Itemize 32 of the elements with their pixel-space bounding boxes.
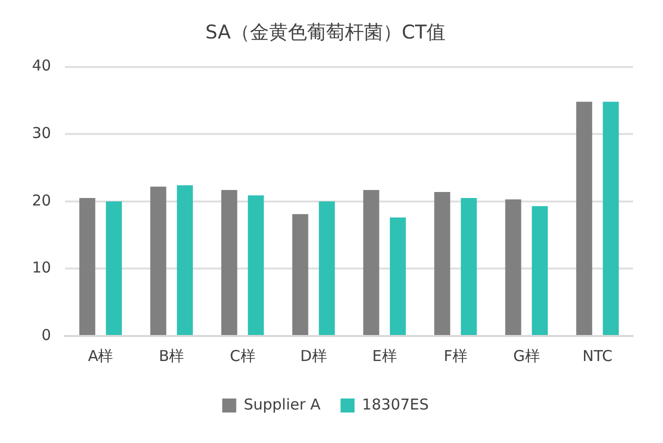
bar (390, 218, 406, 335)
y-tick-label: 20 (32, 191, 52, 210)
y-tick-label: 40 (32, 56, 52, 75)
bar (576, 102, 592, 335)
bar (460, 198, 477, 335)
legend-label: Supplier A (244, 395, 322, 414)
x-tick-label: B样 (158, 346, 184, 365)
legend-label: 18307ES (362, 395, 429, 414)
x-tick-label: NTC (582, 346, 612, 365)
x-tick-label: D样 (300, 346, 327, 365)
y-tick-label: 30 (32, 124, 52, 142)
bar (505, 199, 522, 335)
y-tick-label: 0 (42, 326, 52, 344)
bar (221, 190, 238, 335)
x-tick-label: A样 (88, 346, 114, 365)
bar (292, 214, 308, 335)
bar (79, 198, 96, 335)
bar (363, 190, 380, 335)
bar (434, 192, 450, 335)
x-tick-label: G样 (513, 346, 540, 365)
bar (602, 102, 619, 335)
chart-title: SA（金黄色葡萄杆菌）CT值 (205, 21, 446, 44)
bar (532, 206, 548, 335)
bar (150, 186, 166, 335)
bar (176, 185, 193, 335)
bar (106, 201, 122, 335)
bar (248, 195, 264, 335)
bar (318, 201, 335, 335)
x-tick-label: E样 (372, 346, 397, 365)
x-tick-label: F样 (444, 346, 468, 365)
y-tick-label: 10 (32, 258, 52, 277)
x-tick-label: C样 (230, 346, 256, 365)
